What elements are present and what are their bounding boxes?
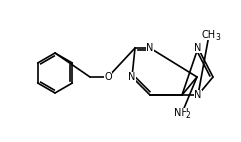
Text: CH: CH xyxy=(202,30,216,40)
Text: NH: NH xyxy=(174,108,188,118)
Text: N: N xyxy=(146,43,154,53)
Text: O: O xyxy=(104,72,112,82)
Text: N: N xyxy=(128,72,136,82)
Text: N: N xyxy=(194,90,202,100)
Text: 2: 2 xyxy=(186,110,190,120)
Text: 3: 3 xyxy=(215,33,221,41)
Text: N: N xyxy=(194,43,202,53)
